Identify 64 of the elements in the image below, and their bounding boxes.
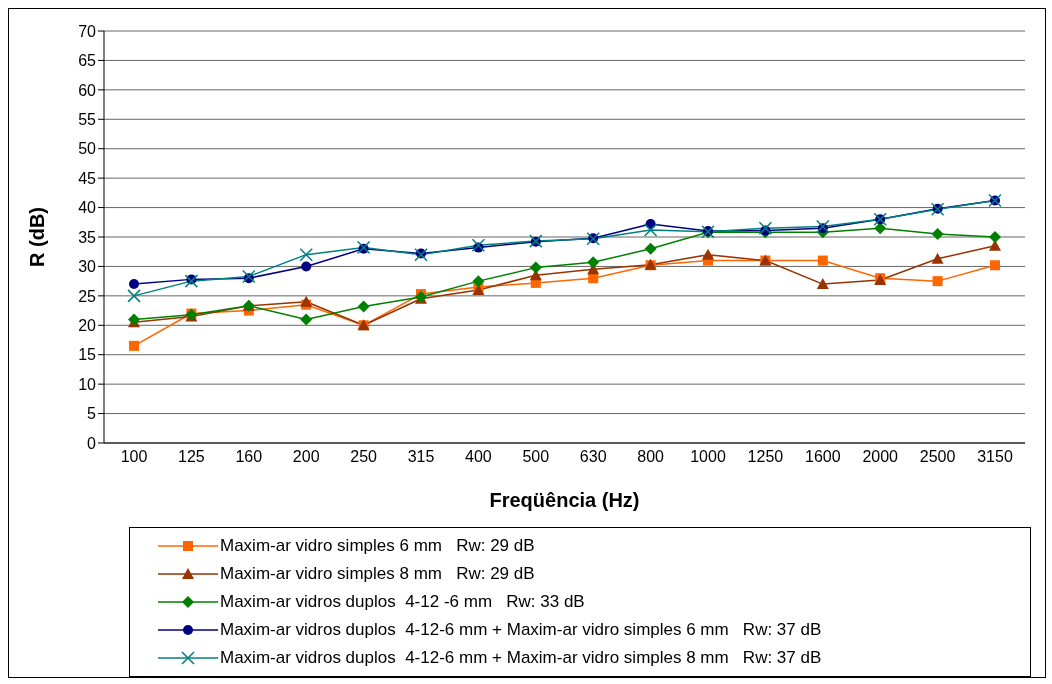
point	[643, 223, 658, 237]
point	[932, 276, 943, 287]
y-tick-label: 10	[78, 375, 97, 393]
y-tick-label: 25	[78, 287, 97, 305]
x-tick-label: 160	[235, 448, 263, 466]
point	[300, 313, 313, 326]
x-tick-label: 1250	[747, 448, 784, 466]
legend-label: Maxim-ar vidro simples 6 mm Rw: 29 dB	[220, 536, 535, 556]
x-tick-label: 250	[350, 448, 378, 466]
x-tick-label: 3150	[977, 448, 1013, 466]
point	[702, 248, 714, 260]
x-tick-label: 2500	[919, 448, 956, 466]
x-tick-label: 2000	[862, 448, 899, 466]
y-tick-label: 70	[78, 22, 97, 40]
point	[299, 247, 313, 262]
y-axis-title: R (dB)	[26, 207, 49, 267]
y-tick-label: 30	[78, 258, 97, 276]
x-tick-label: 315	[407, 448, 435, 466]
point	[588, 273, 599, 284]
y-tick-label: 35	[78, 228, 97, 246]
legend-label: Maxim-ar vidros duplos 4-12-6 mm + Maxim-ar vidro simples 8 mm Rw: 37 dB	[220, 648, 822, 668]
x-tick-label: 500	[522, 448, 550, 466]
y-tick-label: 0	[87, 434, 97, 452]
legend-label: Maxim-ar vidros duplos 4-12-6 mm + Maxim-ar vidro simples 6 mm Rw: 37 dB	[220, 620, 822, 640]
point	[931, 228, 944, 241]
x-tick-label: 1600	[805, 448, 841, 466]
y-tick-label: 5	[87, 405, 97, 423]
x-tick-label: 200	[292, 448, 320, 466]
y-tick-label: 45	[78, 169, 97, 187]
point	[127, 289, 141, 303]
point	[816, 278, 829, 290]
point	[758, 221, 773, 235]
x-tick-label: 125	[178, 448, 205, 466]
y-tick-label: 65	[78, 52, 97, 70]
y-tick-label: 20	[78, 316, 97, 334]
point	[129, 340, 139, 351]
point	[300, 295, 313, 307]
x-tick-label: 400	[465, 448, 492, 466]
point	[990, 260, 1000, 271]
legend-label: Maxim-ar vidro simples 8 mm Rw: 29 dB	[220, 564, 535, 584]
point	[989, 231, 1001, 243]
point	[472, 275, 485, 288]
point	[817, 255, 828, 266]
point	[529, 261, 542, 274]
point	[301, 261, 312, 272]
y-tick-label: 40	[78, 199, 97, 217]
x-tick-label: 100	[120, 448, 148, 466]
x-axis-title: Freqüência (Hz)	[489, 489, 640, 511]
point	[644, 242, 657, 255]
y-tick-label: 60	[78, 81, 97, 99]
x-tick-label: 800	[637, 448, 665, 466]
y-tick-label: 50	[78, 140, 97, 158]
point	[816, 219, 830, 234]
y-tick-label: 15	[78, 346, 97, 364]
point	[129, 279, 139, 290]
legend-label: Maxim-ar vidros duplos 4-12 -6 mm Rw: 33 dB	[220, 592, 585, 612]
point	[587, 256, 600, 269]
point	[357, 300, 370, 313]
x-tick-label: 1000	[690, 448, 726, 466]
point	[242, 269, 256, 284]
point	[471, 238, 486, 252]
y-tick-label: 55	[78, 110, 97, 128]
point	[931, 252, 944, 264]
x-tick-label: 630	[579, 448, 607, 466]
